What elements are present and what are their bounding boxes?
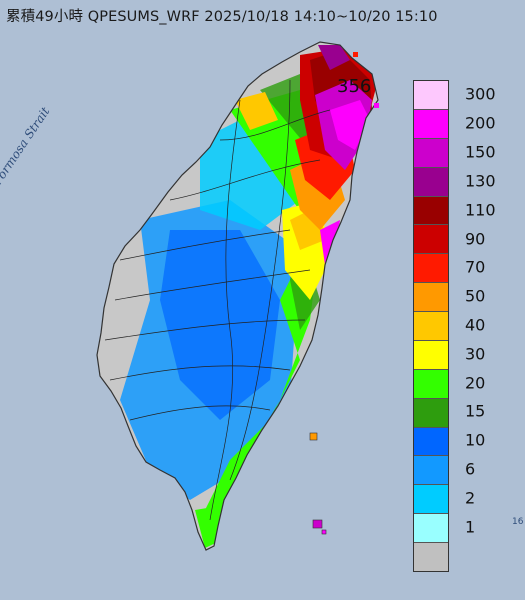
legend-label: 300 — [465, 84, 496, 104]
legend-label: 40 — [465, 315, 486, 335]
island-orchid-island — [312, 519, 327, 535]
legend-label: 10 — [465, 430, 486, 450]
legend-swatch — [414, 369, 448, 399]
legend-label: 50 — [465, 286, 486, 306]
legend-label: 200 — [465, 113, 496, 133]
legend-swatch — [414, 196, 448, 226]
legend-label: 130 — [465, 171, 496, 191]
legend-swatch — [414, 456, 448, 486]
island-green-island — [309, 432, 318, 441]
edge-label: 16 — [512, 517, 524, 527]
max-value-label: 356 — [337, 76, 372, 97]
legend-label: 2 — [465, 488, 476, 508]
legend-swatch — [414, 398, 448, 428]
legend-swatch — [414, 427, 448, 457]
legend-label: 70 — [465, 257, 486, 277]
legend-swatch — [414, 109, 448, 139]
island-taiwan — [96, 41, 379, 551]
legend-label: 6 — [465, 459, 476, 479]
legend-label: 90 — [465, 229, 486, 249]
color-legend — [413, 80, 449, 572]
legend-swatch — [414, 514, 448, 543]
legend-label: 150 — [465, 142, 496, 162]
legend-swatch — [414, 225, 448, 255]
legend-swatch — [414, 283, 448, 312]
map-title: 累積49小時 QPESUMS_WRF 2025/10/18 14:10~10/2… — [6, 9, 438, 25]
legend-swatch — [414, 254, 448, 284]
legend-swatch — [414, 167, 448, 197]
legend-swatch — [414, 312, 448, 341]
legend-swatch — [414, 138, 448, 168]
legend-label: 1 — [465, 517, 476, 537]
legend-label: 15 — [465, 401, 486, 421]
max-marker — [353, 52, 379, 108]
legend-swatch — [414, 81, 448, 110]
legend-label: 20 — [465, 373, 486, 393]
legend-label: 30 — [465, 344, 486, 364]
legend-swatch — [414, 340, 448, 370]
legend-swatch — [414, 485, 448, 515]
legend-swatch — [414, 543, 448, 571]
legend-label: 110 — [465, 200, 496, 220]
legend-labels: 300 200 150 130 110 90 70 50 40 30 20 15 10 6 2 1 — [465, 80, 525, 570]
